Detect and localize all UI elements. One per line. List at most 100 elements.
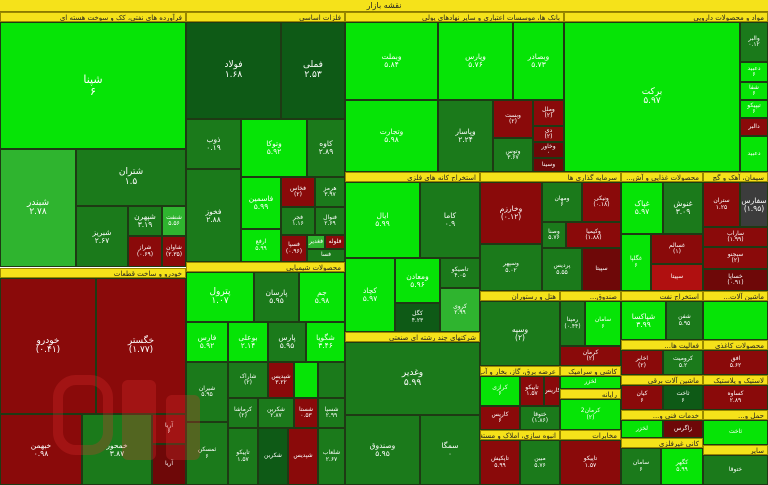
stock-tile[interactable]: شلعاب ۲.۶۷ bbox=[318, 428, 345, 485]
stock-tile[interactable]: لخزر bbox=[621, 420, 663, 438]
stock-tile[interactable]: شستا ۰.۵۳ bbox=[294, 398, 318, 428]
stock-tile[interactable]: وخاور ۰ bbox=[533, 142, 564, 158]
sector-header-hotel[interactable]: هتل و رستوران bbox=[480, 291, 560, 301]
stock-tile[interactable]: ختوقا bbox=[703, 455, 768, 485]
stock-tile[interactable]: کچاد ۵.۹۷ bbox=[345, 258, 395, 332]
stock-tile[interactable]: رمپنا (۰.۴۴) bbox=[560, 301, 585, 346]
stock-tile[interactable]: ساراب (۱.۹۹) bbox=[703, 227, 768, 247]
stock-tile[interactable]: تاصیکو ۴.۰۵ bbox=[440, 258, 480, 288]
stock-tile[interactable]: وتجارت ۵.۹۸ bbox=[345, 100, 438, 172]
stock-tile[interactable]: شپهرن ۳.۱۹ bbox=[128, 206, 162, 236]
stock-tile[interactable]: وخارزم (۰.۱۲) bbox=[480, 182, 542, 244]
stock-tile[interactable]: خگستر (۱.۷۷) bbox=[96, 278, 186, 414]
sector-header-felezat[interactable]: فلزات اساسی bbox=[186, 12, 345, 22]
stock-tile[interactable]: کگل ۴.۲۳ bbox=[395, 303, 440, 332]
stock-tile[interactable]: فسا bbox=[307, 249, 345, 262]
stock-tile[interactable]: فلوله bbox=[325, 235, 345, 249]
stock-tile[interactable]: سپیتا bbox=[651, 264, 703, 291]
stock-tile[interactable]: وبست (۲) bbox=[493, 100, 533, 138]
stock-tile[interactable]: مبین ۵.۷۶ bbox=[520, 440, 560, 485]
stock-tile[interactable]: شپنا ۶ bbox=[0, 22, 186, 149]
stock-tile[interactable]: سبجنو (۲) bbox=[703, 247, 768, 269]
sector-header-kashi[interactable]: کاشی و سرامیک bbox=[560, 366, 621, 376]
stock-tile[interactable]: وسپهر ۵.۰۲ bbox=[480, 244, 542, 291]
stock-tile[interactable]: وملل (۲) bbox=[533, 100, 564, 126]
stock-tile[interactable]: تاپیکو ۱.۵۷ bbox=[520, 376, 544, 406]
stock-tile[interactable]: خساپا (۰.۹۱) bbox=[703, 269, 768, 291]
stock-tile[interactable]: پارس ۵.۹۵ bbox=[268, 322, 306, 362]
stock-tile[interactable]: ثاخت bbox=[703, 420, 768, 445]
stock-tile[interactable] bbox=[703, 301, 768, 340]
stock-tile[interactable]: کرومیت ۵.۲ bbox=[663, 350, 703, 375]
sector-header-melk[interactable]: انبوه سازی، املاک و مستغلات bbox=[480, 430, 560, 440]
stock-tile[interactable]: فولاد ۱.۶۸ bbox=[186, 22, 281, 119]
stock-tile[interactable]: فنوال ۲.۶۹ bbox=[315, 207, 345, 235]
stock-tile[interactable]: وغدیر ۵.۹۹ bbox=[345, 342, 480, 415]
sector-header-gaz[interactable]: عرضه برق، گاز، بخار و آب bbox=[480, 366, 560, 376]
stock-tile[interactable]: وکیمیا (۱.۸۸) bbox=[566, 222, 621, 248]
stock-tile[interactable]: ختوقا (۱.۸۶) bbox=[520, 406, 560, 430]
sector-header-fani[interactable]: فعالیت ها... bbox=[621, 340, 703, 350]
stock-tile[interactable]: شفا ۶ bbox=[740, 82, 768, 100]
stock-tile[interactable]: فملی ۲.۵۳ bbox=[281, 22, 345, 119]
stock-tile[interactable]: ونیکی (۰.۱۸) bbox=[582, 182, 621, 222]
sector-header-hamlonaql[interactable]: حمل و... bbox=[703, 410, 768, 420]
stock-tile[interactable]: شتران ۱.۵ bbox=[76, 149, 186, 206]
stock-tile[interactable]: ستران ۱.۲۵ bbox=[703, 182, 740, 227]
stock-tile[interactable]: آریا ۶ bbox=[152, 414, 186, 444]
stock-tile[interactable]: والبر ۰.۱۲ bbox=[740, 22, 768, 62]
stock-tile[interactable]: سپیتا bbox=[582, 248, 621, 291]
sector-header-faravarde[interactable]: فرآورده های نفتی، کک و سوخت هسته ای bbox=[0, 12, 186, 22]
stock-tile[interactable]: تاپیکو ۱.۵۷ bbox=[228, 428, 258, 485]
stock-tile[interactable]: وپاسار ۲.۲۴ bbox=[438, 100, 493, 172]
stock-tile[interactable]: دعبید bbox=[740, 136, 768, 172]
sector-header-madan[interactable]: استخراج کانه های فلزی bbox=[345, 172, 480, 182]
stock-tile[interactable]: تاپیکو ۱.۵۷ bbox=[560, 440, 621, 485]
sector-header-sarmaye[interactable]: سرمایه گذاری ها bbox=[480, 172, 621, 182]
stock-tile[interactable]: اخابر (۲) bbox=[621, 350, 663, 375]
stock-tile[interactable]: وپارس ۵.۷۶ bbox=[438, 22, 513, 100]
stock-tile[interactable]: افق ۵.۶۲ bbox=[703, 350, 768, 375]
stock-tile[interactable]: خمحور ۳.۸۷ bbox=[82, 414, 152, 485]
stock-tile[interactable]: بوعلی ۲.۱۴ bbox=[228, 322, 268, 362]
stock-tile[interactable]: فجر ۱.۱۶ bbox=[281, 207, 315, 235]
stock-tile[interactable]: جم ۵.۹۸ bbox=[299, 272, 345, 322]
sector-header-mashin[interactable]: ماشین آلات... bbox=[703, 291, 768, 301]
stock-tile[interactable]: وصندوق ۵.۹۵ bbox=[345, 415, 420, 485]
stock-tile[interactable]: کگهر ۵.۹۹ bbox=[661, 448, 703, 485]
stock-tile[interactable]: غگلپا ۶ bbox=[621, 234, 651, 291]
stock-tile[interactable]: شکربن bbox=[258, 428, 288, 485]
stock-tile[interactable]: فسپا (۰.۹۶) bbox=[281, 235, 307, 262]
sector-header-fani2[interactable]: خدمات فنی و... bbox=[621, 410, 703, 420]
stock-tile[interactable]: کاریس bbox=[544, 376, 560, 406]
sector-header-khodro[interactable]: خودرو و ساخت قطعات bbox=[0, 268, 186, 278]
stock-tile[interactable]: ثمسکن ۶ bbox=[186, 422, 228, 485]
stock-tile[interactable]: وسپه (۲) bbox=[480, 301, 560, 366]
stock-tile[interactable]: شگویا ۳.۴۶ bbox=[306, 322, 345, 362]
sector-header-mokhaberat[interactable]: مخابرات bbox=[560, 430, 621, 440]
sector-header-chandreshte[interactable]: شرکتهای چند رشته ای صنعتی bbox=[345, 332, 480, 342]
stock-tile[interactable]: آریا bbox=[152, 444, 186, 485]
sector-header-ghazaei[interactable]: محصولات غذایی و آش... bbox=[621, 172, 703, 182]
stock-tile[interactable]: شاوان (۲.۳۵) bbox=[162, 236, 186, 267]
stock-tile[interactable]: زاگرس bbox=[663, 420, 703, 438]
stock-tile[interactable]: شسپا ۲.۹۹ bbox=[318, 398, 345, 428]
stock-tile[interactable]: کرمان2 (۲) bbox=[560, 399, 621, 430]
stock-tile[interactable]: کرازی ۶ bbox=[480, 376, 520, 406]
stock-tile[interactable]: ومعادن ۵.۹۶ bbox=[395, 258, 440, 303]
sector-header-kaghaz[interactable]: محصولات کاغذی bbox=[703, 340, 768, 350]
stock-tile[interactable]: شیران ۵.۹۵ bbox=[186, 362, 228, 422]
stock-tile[interactable]: ومهان ۶ bbox=[542, 182, 582, 222]
stock-tile[interactable]: سامان ۶ bbox=[585, 301, 621, 346]
stock-tile[interactable]: وتوس ۳.۶۷ bbox=[493, 138, 533, 172]
stock-tile[interactable]: وتوکا ۵.۹۲ bbox=[241, 119, 307, 177]
stock-tile[interactable]: خبهمن ۰.۹۸ bbox=[0, 414, 82, 485]
stock-tile[interactable]: کساوه ۲.۸۹ bbox=[703, 385, 768, 410]
stock-tile[interactable]: وسینا bbox=[533, 158, 564, 172]
stock-tile[interactable]: سفارس (۱.۹۵) bbox=[740, 182, 768, 227]
stock-tile[interactable]: شبندر ۲.۷۸ bbox=[0, 149, 76, 267]
stock-tile[interactable]: شفن ۵.۹۵ bbox=[666, 301, 703, 340]
stock-tile[interactable]: دی (۲) bbox=[533, 126, 564, 142]
stock-tile[interactable]: شبریز ۲.۶۷ bbox=[76, 206, 128, 267]
sector-header-kani[interactable]: کانی غیرفلزی bbox=[621, 438, 703, 448]
